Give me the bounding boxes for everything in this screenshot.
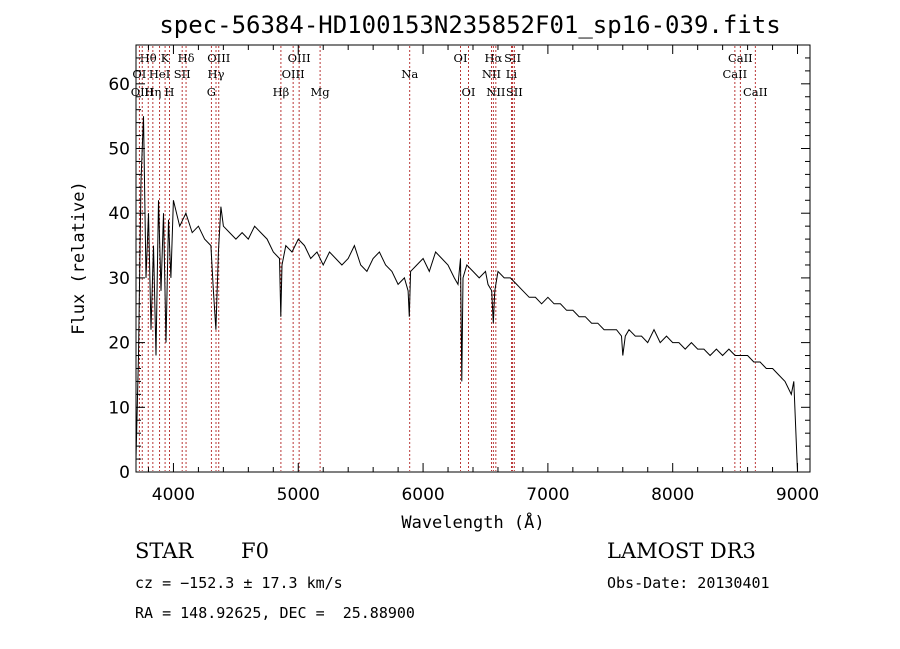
x-tick-label: 9000 xyxy=(776,485,819,505)
spectral-line-label: CaII xyxy=(743,85,768,99)
redshift-velocity: cz = −152.3 ± 17.3 km/s xyxy=(135,574,343,592)
y-tick-label: 50 xyxy=(108,140,130,160)
x-tick-label: 8000 xyxy=(651,485,694,505)
x-tick-label: 5000 xyxy=(277,485,320,505)
spectral-line-label: G xyxy=(207,85,216,99)
object-subclass: F0 xyxy=(241,539,269,563)
spectral-line-label: NII xyxy=(482,67,501,81)
axis-ticks: 4000 5000 6000 7000 8000 9000 0 10 20 30 40 50 60 xyxy=(108,45,819,505)
spectral-line-label: H xyxy=(164,85,174,99)
survey-name: LAMOST DR3 xyxy=(607,539,756,563)
y-tick-label: 0 xyxy=(119,463,130,483)
x-axis-label: Wavelength (Å) xyxy=(401,511,544,533)
spectral-line-label: CaII xyxy=(722,67,747,81)
y-tick-label: 40 xyxy=(108,204,130,224)
y-tick-label: 20 xyxy=(108,334,130,354)
spectral-line-label: Hγ xyxy=(208,67,225,81)
spectral-line-label: HeI xyxy=(149,67,170,81)
spectrum-plot: spec-56384-HD100153N235852F01_sp16-039.f… xyxy=(69,11,819,533)
spectral-line-label: OIII xyxy=(288,51,311,65)
y-tick-label: 30 xyxy=(108,269,130,289)
spectral-line-label: NII xyxy=(486,85,505,99)
spectral-line-label: CaII xyxy=(728,51,753,65)
object-class: STAR xyxy=(135,539,194,563)
y-axis-label: Flux (relative) xyxy=(69,181,89,335)
spectral-line-label: Hδ xyxy=(178,51,195,65)
y-tick-label: 60 xyxy=(108,75,130,95)
spectral-line-label: OIII xyxy=(207,51,230,65)
spectral-line-label: Hη xyxy=(144,85,161,99)
spectral-line-label: SII xyxy=(174,67,191,81)
sky-coordinates: RA = 148.92625, DEC = 25.88900 xyxy=(135,604,415,622)
spectral-line-label: SII xyxy=(506,85,523,99)
spectral-line-label: OIII xyxy=(282,67,305,81)
spectral-line-label: OI xyxy=(132,67,146,81)
flux-series-line xyxy=(135,116,798,473)
chart-title: spec-56384-HD100153N235852F01_sp16-039.f… xyxy=(159,11,780,39)
x-tick-label: 4000 xyxy=(152,485,195,505)
y-tick-label: 10 xyxy=(108,398,130,418)
spectral-line-label: OI xyxy=(462,85,476,99)
observation-date: Obs-Date: 20130401 xyxy=(607,574,770,592)
x-tick-label: 7000 xyxy=(526,485,569,505)
spectral-line-label: Hα xyxy=(484,51,502,65)
spectral-line-label: Li xyxy=(506,67,518,81)
plot-frame xyxy=(135,44,811,473)
spectral-line-label: OI xyxy=(454,51,468,65)
spectral-line-label: Mg xyxy=(311,85,331,99)
x-tick-label: 6000 xyxy=(401,485,444,505)
spectral-line-label: K xyxy=(161,51,170,65)
spectral-line-label: Hβ xyxy=(273,85,290,99)
spectral-line-label: SII xyxy=(504,51,521,65)
spectral-line-label: Na xyxy=(401,67,418,81)
